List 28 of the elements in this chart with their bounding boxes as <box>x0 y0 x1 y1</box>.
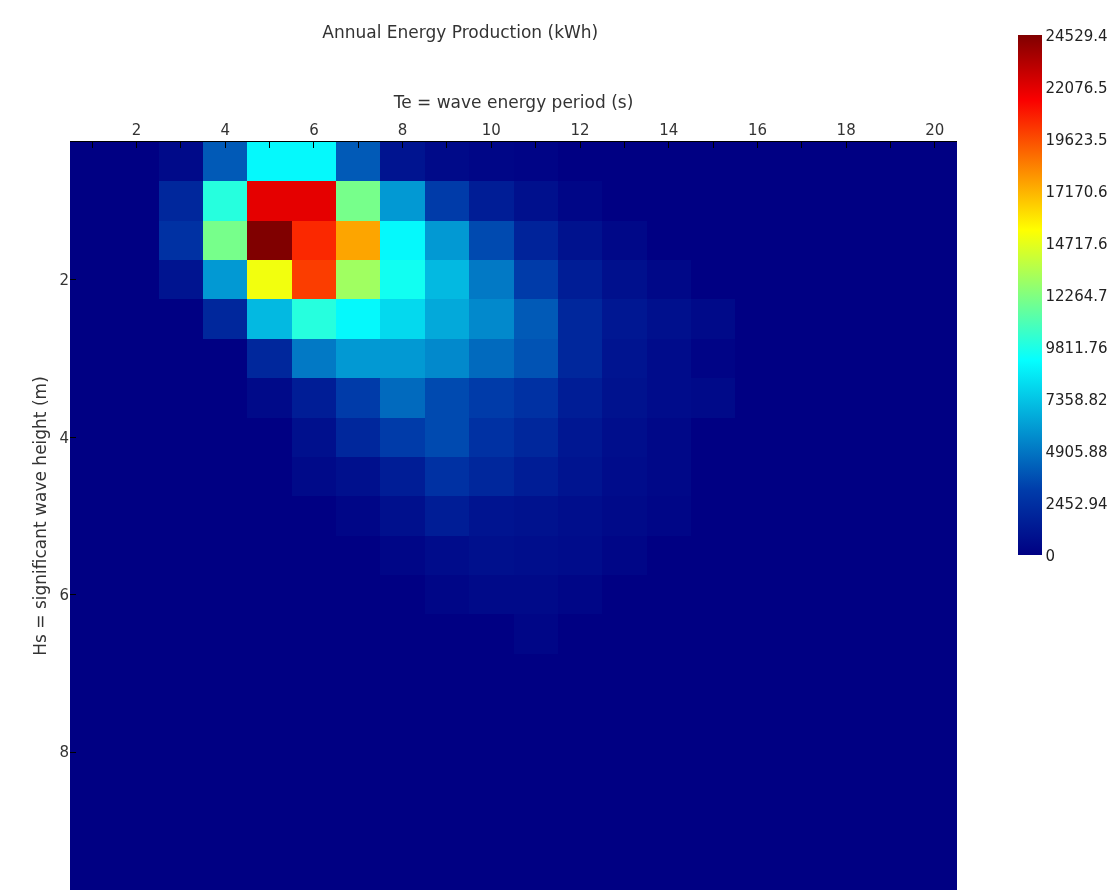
x-tick-label: 4 <box>220 121 230 139</box>
x-tick-label: 12 <box>570 121 590 139</box>
y-tick-label: 8 <box>59 743 69 762</box>
color-bar-label: 24529.4 <box>1045 26 1108 45</box>
y-tick-label: 4 <box>59 428 69 447</box>
x-tick-label: 10 <box>481 121 501 139</box>
y-tick-label: 6 <box>59 585 69 604</box>
x-tick-label: 14 <box>659 121 679 139</box>
x-tick-label: 6 <box>309 121 319 139</box>
y-axis-title: Hs = significant wave height (m) <box>30 376 50 656</box>
color-bar-label: 4905.88 <box>1045 442 1108 461</box>
color-bar-label: 2452.94 <box>1045 494 1108 513</box>
color-bar-label: 0 <box>1045 546 1056 565</box>
color-bar-label: 17170.6 <box>1045 182 1108 201</box>
color-bar-label: 19623.5 <box>1045 130 1108 149</box>
y-tick-label: 2 <box>59 271 69 290</box>
x-tick-label: 2 <box>131 121 142 139</box>
color-bar-label: 9811.76 <box>1045 338 1108 357</box>
x-tick-label: 18 <box>836 121 856 139</box>
color-bar-label: 14717.6 <box>1045 234 1108 253</box>
x-tick-label: 8 <box>397 121 408 139</box>
x-axis-title: Te = wave energy period (s) <box>392 91 634 112</box>
chart-title: Annual Energy Production (kWh) <box>322 21 599 42</box>
x-tick-label: 16 <box>747 121 767 139</box>
color-bar-label: 12264.7 <box>1045 286 1108 305</box>
color-bar-label: 22076.5 <box>1045 78 1108 97</box>
x-tick-label: 20 <box>925 121 945 139</box>
color-bar-label: 7358.82 <box>1045 390 1108 409</box>
